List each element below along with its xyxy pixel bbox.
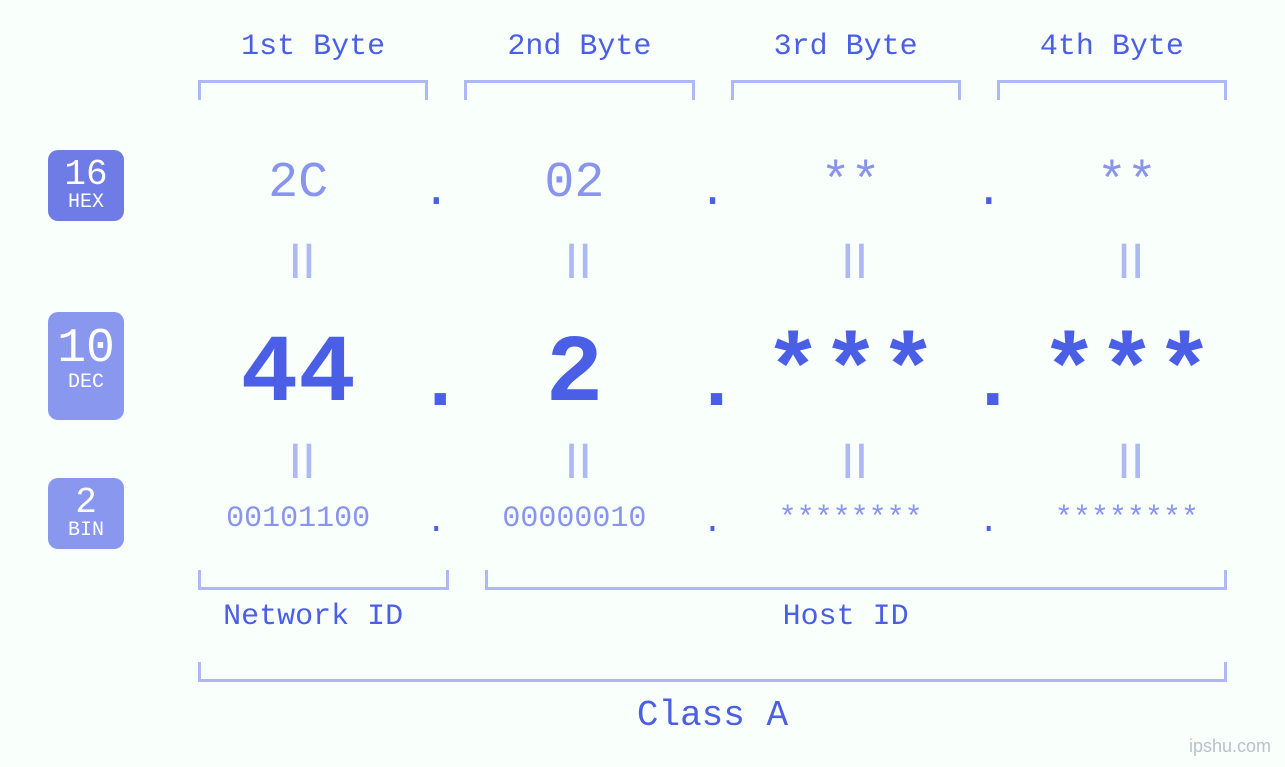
bin-byte-4: ******** xyxy=(1009,502,1245,536)
dec-byte-2: 2 xyxy=(456,320,692,429)
dot-separator: . xyxy=(416,504,456,542)
base-badge-bin: 2 BIN xyxy=(48,478,124,549)
watermark: ipshu.com xyxy=(1189,736,1271,757)
bin-byte-2: 00000010 xyxy=(456,502,692,536)
bin-byte-1: 00101100 xyxy=(180,502,416,536)
byte-headers: 1st Byte 2nd Byte 3rd Byte 4th Byte xyxy=(180,30,1245,64)
equals-icon: || xyxy=(180,440,416,481)
equals-icon: || xyxy=(1009,240,1245,281)
bracket-top-1 xyxy=(198,80,428,100)
network-id-label: Network ID xyxy=(180,600,446,634)
equals-icon: || xyxy=(456,240,692,281)
byte-header-2: 2nd Byte xyxy=(446,30,712,64)
base-abbr-bin: BIN xyxy=(48,520,124,541)
network-id-bracket xyxy=(198,570,449,590)
bin-byte-3: ******** xyxy=(733,502,969,536)
equals-icon: || xyxy=(733,240,969,281)
base-num-bin: 2 xyxy=(48,484,124,522)
bracket-top-2 xyxy=(464,80,694,100)
base-badge-dec: 10 DEC xyxy=(48,312,124,420)
dec-byte-3: *** xyxy=(733,320,969,429)
equals-row-1: || || || || xyxy=(180,240,1245,281)
byte-header-3: 3rd Byte xyxy=(713,30,979,64)
equals-icon: || xyxy=(180,240,416,281)
hex-byte-4: ** xyxy=(1009,155,1245,212)
base-num-hex: 16 xyxy=(48,156,124,194)
base-num-dec: 10 xyxy=(48,324,124,374)
top-brackets xyxy=(180,80,1245,100)
equals-icon: || xyxy=(1009,440,1245,481)
dec-row: 44 . 2 . *** . *** xyxy=(180,320,1245,429)
class-label: Class A xyxy=(180,695,1245,736)
equals-icon: || xyxy=(733,440,969,481)
host-id-bracket xyxy=(485,570,1227,590)
bracket-top-4 xyxy=(997,80,1227,100)
equals-row-2: || || || || xyxy=(180,440,1245,481)
class-bracket xyxy=(198,662,1227,682)
dot-separator: . xyxy=(416,166,456,218)
byte-header-4: 4th Byte xyxy=(979,30,1245,64)
dot-separator: . xyxy=(416,339,456,430)
hex-row: 2C . 02 . ** . ** xyxy=(180,155,1245,212)
equals-icon: || xyxy=(456,440,692,481)
dot-separator: . xyxy=(969,504,1009,542)
base-badge-hex: 16 HEX xyxy=(48,150,124,221)
dot-separator: . xyxy=(693,166,733,218)
id-brackets xyxy=(180,570,1245,590)
dot-separator: . xyxy=(693,339,733,430)
bracket-top-3 xyxy=(731,80,961,100)
dot-separator: . xyxy=(693,504,733,542)
byte-header-1: 1st Byte xyxy=(180,30,446,64)
dec-byte-4: *** xyxy=(1009,320,1245,429)
hex-byte-2: 02 xyxy=(456,155,692,212)
dot-separator: . xyxy=(969,166,1009,218)
bin-row: 00101100 . 00000010 . ******** . *******… xyxy=(180,500,1245,538)
id-labels: Network ID Host ID xyxy=(180,600,1245,634)
base-abbr-hex: HEX xyxy=(48,192,124,213)
dot-separator: . xyxy=(969,339,1009,430)
hex-byte-3: ** xyxy=(733,155,969,212)
hex-byte-1: 2C xyxy=(180,155,416,212)
dec-byte-1: 44 xyxy=(180,320,416,429)
host-id-label: Host ID xyxy=(446,600,1245,634)
